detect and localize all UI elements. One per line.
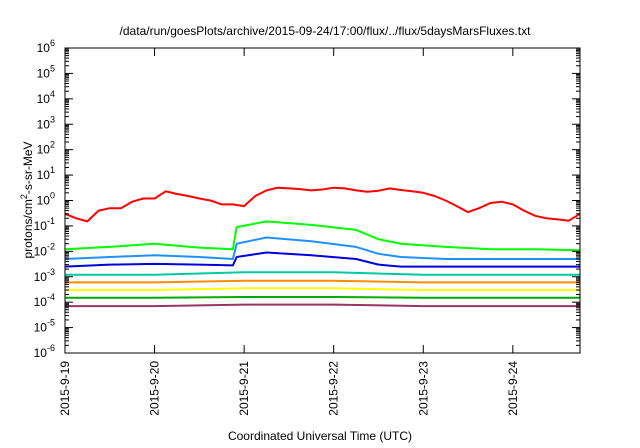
y-axis-label-sup: 2 [19,194,29,199]
x-tick-label-5: 2015-9-24 [506,361,520,416]
y-axis-label-rest: -s-sr-MeV [21,141,35,194]
series-line-2 [64,236,580,260]
x-tick-label-3: 2015-9-22 [327,361,341,416]
series-line-0 [64,186,581,223]
y-tick-label-5: 10-1 [34,216,55,233]
y-tick-label-2: 10-4 [34,292,55,309]
y-tick-label-4: 10-2 [34,241,55,258]
x-tick-label-0: 2015-9-19 [58,361,72,416]
x-tick-label-2: 2015-9-21 [237,361,251,416]
y-tick-label-3: 10-3 [34,267,55,284]
x-tick-label-1: 2015-9-20 [148,361,162,416]
y-tick-label-8: 102 [37,140,55,157]
y-axis-label: protons/cm2-s-sr-MeV [19,141,35,258]
plot-area: 10-6 10-5 10-4 10-3 10-2 10-1 100 101 102 103 104 1… [34,38,581,416]
y-tick-label-12: 106 [37,38,55,55]
svg-text:protons/cm2-s-sr-MeV: protons/cm2-s-sr-MeV [19,141,35,258]
plot-frame [64,47,581,354]
y-tick-label-0: 10-6 [34,343,55,360]
y-axis-label-text: protons/cm [21,199,35,258]
y-tick-label-7: 101 [37,165,55,182]
series-line-6 [65,287,580,291]
y-tick-label-6: 100 [37,191,55,208]
y-tick-label-9: 103 [37,114,55,131]
series-line-8 [65,303,580,308]
series-line-5 [65,279,580,284]
series-line-4 [65,271,580,276]
x-tick-label-4: 2015-9-23 [416,361,430,416]
y-tick-label-11: 105 [37,63,55,80]
series-line-3 [64,251,580,268]
series-line-1 [64,220,581,252]
series-line-7 [65,296,580,299]
y-tick-label-1: 10-5 [34,318,55,335]
y-tick-label-10: 104 [37,89,55,106]
x-axis-label: Coordinated Universal Time (UTC) [228,429,412,443]
chart-title: /data/run/goesPlots/archive/2015-09-24/1… [120,24,532,38]
